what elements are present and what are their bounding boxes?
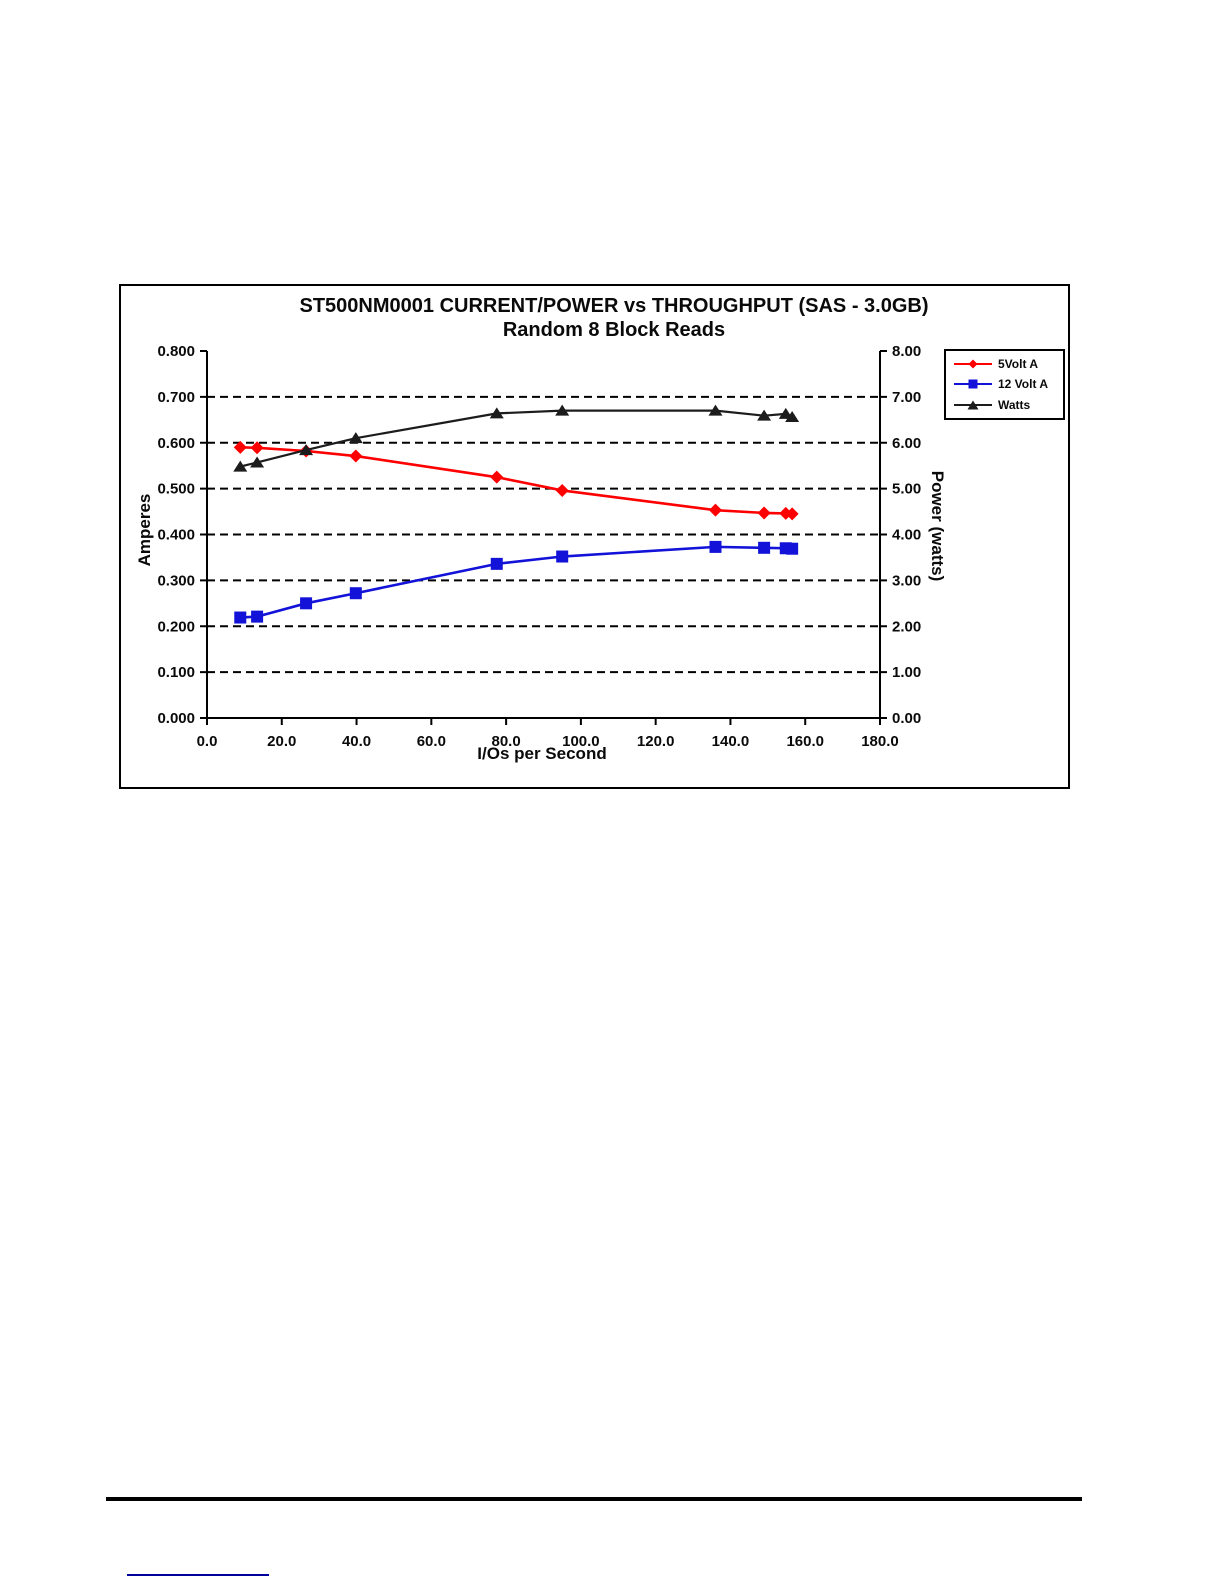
x-axis-title: I/Os per Second <box>477 744 607 763</box>
y-left-tick-label: 0.000 <box>157 710 195 727</box>
y-right-tick-label: 5.00 <box>892 481 921 498</box>
series-12-volt-a <box>234 540 799 624</box>
legend-diamond-marker-icon <box>954 359 992 369</box>
legend-item-5volt-a: 5Volt A <box>953 357 1061 371</box>
x-tick-label: 120.0 <box>637 733 675 750</box>
x-tick-label: 180.0 <box>861 733 899 750</box>
legend-label-12-volt-a: 12 Volt A <box>998 377 1049 392</box>
plot-area: 0.000 0.100 0.200 0.300 0.400 0.500 0.600 0.700… <box>157 343 921 750</box>
y-right-tick-label: 6.00 <box>892 435 921 452</box>
y-left-tick-label: 0.600 <box>157 435 195 452</box>
y-left-tick-label: 0.100 <box>157 664 195 681</box>
y-right-tick-label: 8.00 <box>892 343 921 360</box>
legend-label-5volt-a: 5Volt A <box>998 357 1039 372</box>
legend-triangle-marker-icon <box>954 400 992 410</box>
legend-item-watts: Watts <box>953 398 1061 412</box>
y-right-tick-label: 1.00 <box>892 664 921 681</box>
y-right-tick-label: 3.00 <box>892 572 921 589</box>
series-watts <box>233 404 800 472</box>
y-left-tick-label: 0.200 <box>157 618 195 635</box>
y-left-tick-label: 0.500 <box>157 481 195 498</box>
chart-title: ST500NM0001 CURRENT/POWER vs THROUGHPUT … <box>299 294 928 342</box>
y-left-tick-label: 0.700 <box>157 389 195 406</box>
y-left-tick-label: 0.800 <box>157 343 195 360</box>
x-tick-label: 0.0 <box>197 733 218 750</box>
x-tick-label: 100.0 <box>562 733 600 750</box>
x-tick-label: 60.0 <box>417 733 446 750</box>
legend-item-12-volt-a: 12 Volt A <box>953 377 1061 391</box>
series-5volt-a <box>233 440 799 521</box>
x-tick-label: 40.0 <box>342 733 371 750</box>
gridlines <box>207 395 880 674</box>
chart-title-line2: Random 8 Block Reads <box>502 319 726 341</box>
y-left-tick-label: 0.300 <box>157 572 195 589</box>
footer-rule-divider <box>106 1497 1082 1501</box>
x-tick-label: 160.0 <box>786 733 824 750</box>
legend-square-marker-icon <box>954 379 992 389</box>
footer-link-underline[interactable] <box>127 1574 269 1576</box>
y-right-tick-label: 4.00 <box>892 527 921 544</box>
tick-marks-and-labels: 0.000 0.100 0.200 0.300 0.400 0.500 0.600 0.700… <box>157 343 921 750</box>
chart-title-line1: ST500NM0001 CURRENT/POWER vs THROUGHPUT … <box>299 295 929 317</box>
y-left-tick-label: 0.400 <box>157 527 195 544</box>
x-tick-label: 80.0 <box>492 733 521 750</box>
y-right-tick-label: 7.00 <box>892 389 921 406</box>
x-tick-label: 20.0 <box>267 733 296 750</box>
y-right-tick-label: 0.00 <box>892 710 921 727</box>
y-right-tick-label: 2.00 <box>892 618 921 635</box>
chart-frame: ST500NM0001 CURRENT/POWER vs THROUGHPUT … <box>119 284 1070 789</box>
x-tick-label: 140.0 <box>712 733 750 750</box>
legend-label-watts: Watts <box>998 397 1031 412</box>
legend: 5Volt A 12 Volt A Watts <box>944 349 1065 420</box>
